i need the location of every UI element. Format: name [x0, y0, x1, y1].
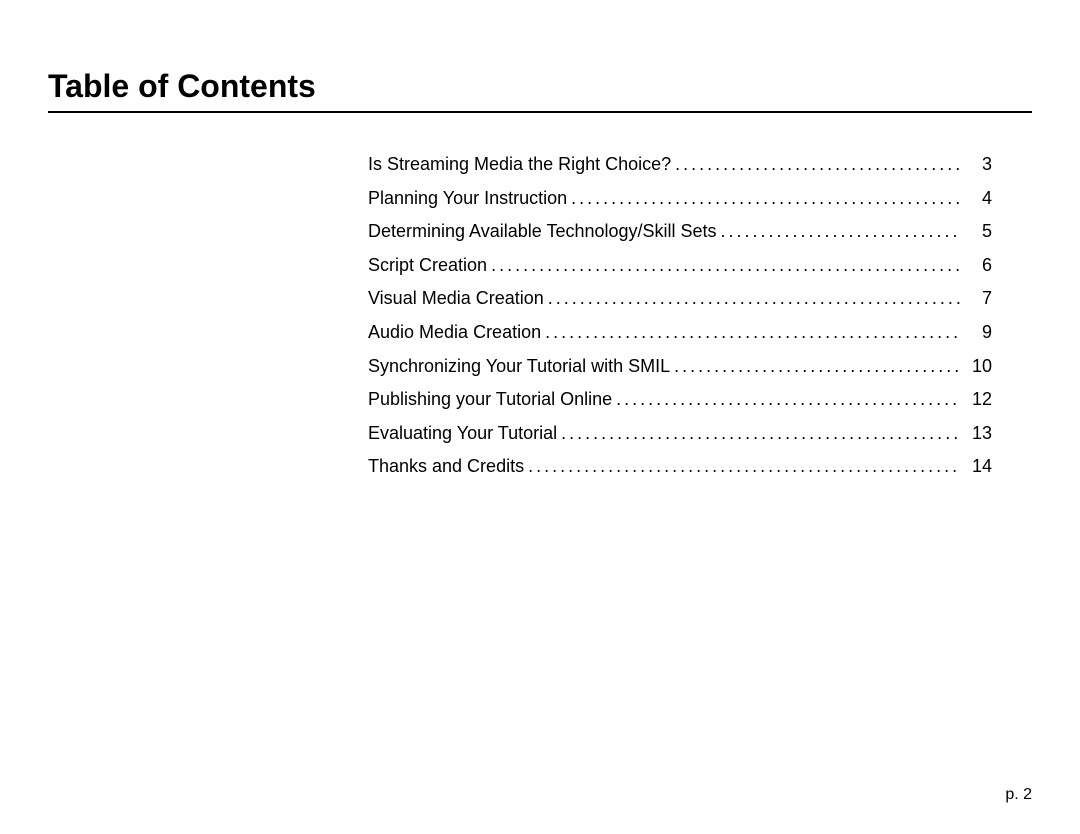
toc-entry-leader	[675, 149, 960, 180]
page-title: Table of Contents	[48, 68, 1032, 113]
toc-entry-label: Planning Your Instruction	[368, 183, 567, 214]
toc-entry: Audio Media Creation 9	[368, 317, 992, 348]
toc-entry-leader	[561, 418, 960, 449]
toc-list: Is Streaming Media the Right Choice? 3 P…	[368, 149, 992, 482]
toc-entry-page: 10	[964, 351, 992, 382]
toc-entry: Visual Media Creation 7	[368, 283, 992, 314]
toc-entry-page: 7	[964, 283, 992, 314]
toc-entry-page: 12	[964, 384, 992, 415]
toc-entry-label: Publishing your Tutorial Online	[368, 384, 612, 415]
toc-entry: Evaluating Your Tutorial 13	[368, 418, 992, 449]
toc-entry-page: 14	[964, 451, 992, 482]
toc-entry: Determining Available Technology/Skill S…	[368, 216, 992, 247]
toc-entry-page: 4	[964, 183, 992, 214]
toc-entry-page: 6	[964, 250, 992, 281]
toc-entry-leader	[545, 317, 960, 348]
toc-entry-label: Synchronizing Your Tutorial with SMIL	[368, 351, 670, 382]
toc-entry-label: Audio Media Creation	[368, 317, 541, 348]
page-number: p. 2	[1005, 786, 1032, 804]
toc-entry-leader	[674, 351, 960, 382]
toc-entry-page: 13	[964, 418, 992, 449]
toc-entry-leader	[548, 283, 960, 314]
toc-entry: Is Streaming Media the Right Choice? 3	[368, 149, 992, 180]
toc-entry: Synchronizing Your Tutorial with SMIL 10	[368, 351, 992, 382]
toc-entry-label: Determining Available Technology/Skill S…	[368, 216, 717, 247]
toc-entry-leader	[571, 183, 960, 214]
toc-entry-page: 3	[964, 149, 992, 180]
toc-entry-leader	[491, 250, 960, 281]
toc-entry-label: Evaluating Your Tutorial	[368, 418, 557, 449]
toc-entry-label: Is Streaming Media the Right Choice?	[368, 149, 671, 180]
toc-entry: Publishing your Tutorial Online 12	[368, 384, 992, 415]
toc-entry-label: Thanks and Credits	[368, 451, 524, 482]
toc-entry-leader	[528, 451, 960, 482]
toc-entry-leader	[721, 216, 960, 247]
toc-entry-leader	[616, 384, 960, 415]
toc-entry: Thanks and Credits 14	[368, 451, 992, 482]
toc-entry-page: 5	[964, 216, 992, 247]
toc-entry-label: Script Creation	[368, 250, 487, 281]
toc-entry-label: Visual Media Creation	[368, 283, 544, 314]
toc-entry: Script Creation 6	[368, 250, 992, 281]
toc-entry: Planning Your Instruction 4	[368, 183, 992, 214]
toc-entry-page: 9	[964, 317, 992, 348]
